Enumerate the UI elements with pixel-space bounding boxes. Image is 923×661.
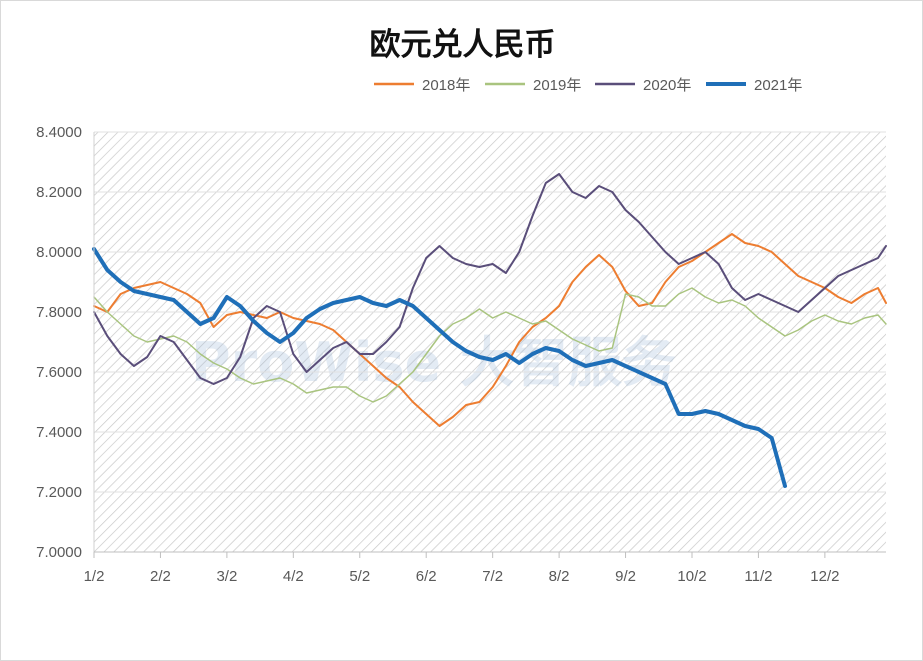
chart-title: 欧元兑人民币 [369,27,556,63]
x-tick-label: 1/2 [84,568,105,585]
x-tick-label: 5/2 [349,568,370,585]
y-tick-label: 7.6000 [36,364,82,381]
y-tick-label: 8.0000 [36,244,82,261]
series-line-2 [93,287,887,403]
series-line-3 [93,173,887,385]
x-tick-label: 6/2 [416,568,437,585]
x-tick-label: 4/2 [283,568,304,585]
legend-label-2: 2019年 [533,77,581,94]
x-tick-label: 9/2 [615,568,636,585]
plot-area [94,132,886,552]
y-tick-label: 7.0000 [36,544,82,561]
x-tick-label: 2/2 [150,568,171,585]
legend-label-4: 2021年 [754,77,802,94]
x-tick-label: 3/2 [216,568,237,585]
x-tick-label: 8/2 [549,568,570,585]
legend-label-3: 2020年 [643,77,691,94]
y-tick-label: 8.4000 [36,124,82,141]
x-tick-label: 12/2 [810,568,839,585]
y-tick-label: 7.4000 [36,424,82,441]
legend-label-1: 2018年 [422,77,470,94]
x-tick-label: 11/2 [744,568,772,585]
series-line-4 [92,247,787,488]
x-tick-label: 10/2 [677,568,706,585]
y-tick-label: 7.8000 [36,304,82,321]
y-tick-label: 8.2000 [36,184,82,201]
series-line-1 [93,233,887,427]
x-tick-label: 7/2 [482,568,503,585]
y-tick-label: 7.2000 [36,484,82,501]
